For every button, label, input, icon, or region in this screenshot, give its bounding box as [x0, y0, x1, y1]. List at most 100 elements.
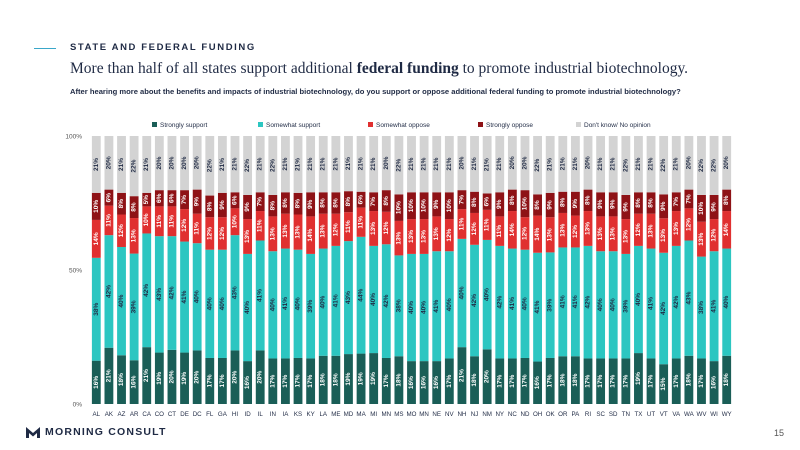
data-label: 18% [471, 373, 478, 386]
data-label: 16% [534, 376, 541, 389]
data-label: 18% [320, 373, 327, 386]
data-label: 40% [446, 298, 453, 311]
bar-segment [659, 194, 669, 219]
data-label: 20% [194, 370, 201, 383]
data-label: 17% [307, 374, 314, 387]
bar-segment [583, 211, 593, 246]
bar-segment [419, 361, 429, 404]
x-tick-label: NY [495, 411, 504, 418]
bar-segment [570, 247, 580, 357]
data-label: 43% [156, 288, 163, 301]
bar-segment [293, 136, 303, 193]
data-label: 40% [408, 301, 415, 314]
data-label: 39% [622, 299, 629, 312]
data-label: 43% [685, 291, 692, 304]
bar-segment [646, 213, 656, 249]
x-tick-label: AZ [118, 411, 126, 418]
data-label: 22% [244, 159, 251, 172]
bar-segment [697, 221, 706, 257]
data-label: 40% [610, 298, 617, 311]
data-label: 8% [534, 200, 541, 210]
data-label: 21% [496, 157, 503, 170]
legend-label: Don't know/ No opinion [584, 122, 651, 129]
bar-segment [545, 192, 555, 218]
bar-segment [545, 217, 555, 253]
data-label: 42% [585, 295, 592, 308]
data-label: 13% [585, 222, 592, 235]
data-label: 21% [282, 157, 289, 170]
bar-segment [495, 192, 505, 217]
bar-segment [520, 357, 530, 404]
data-label: 19% [156, 372, 163, 385]
bar-segment [583, 358, 593, 404]
data-label: 21% [446, 157, 453, 170]
x-tick-label: MD [344, 411, 354, 418]
data-label: 8% [471, 197, 478, 207]
x-tick-label: NJ [471, 411, 479, 418]
bar-segment [281, 213, 290, 249]
bar-segment [407, 192, 416, 220]
data-label: 19% [635, 372, 642, 385]
bar-segment [470, 212, 479, 245]
x-tick-label: MN [419, 411, 429, 418]
bar-segment [722, 248, 732, 356]
bar-segment [230, 136, 240, 193]
data-label: 13% [433, 227, 440, 240]
data-label: 21% [345, 157, 352, 170]
bar-segment [697, 358, 706, 404]
data-label: 17% [698, 374, 705, 387]
data-label: 12% [332, 223, 339, 236]
data-label: 17% [597, 374, 604, 387]
bar-segment [709, 361, 719, 404]
x-tick-label: HI [232, 411, 238, 418]
data-label: 42% [105, 285, 112, 298]
data-label: 20% [168, 370, 175, 383]
bar-segment [192, 350, 202, 404]
bar-segment [646, 248, 656, 359]
data-label: 13% [648, 224, 655, 237]
bar-segment [356, 207, 366, 237]
bar-segment [318, 136, 328, 193]
data-label: 21% [635, 157, 642, 170]
data-label: 20% [168, 156, 175, 169]
data-label: 13% [660, 229, 667, 242]
bar-segment [104, 347, 114, 404]
bar-segment [596, 136, 606, 193]
data-label: 13% [282, 224, 289, 237]
data-label: 9% [597, 199, 604, 209]
bar-segment [117, 192, 126, 215]
bar-segment [621, 358, 631, 404]
data-label: 9% [610, 199, 617, 209]
data-label: 11% [156, 215, 163, 228]
bar-segment [671, 211, 681, 246]
data-label: 13% [698, 232, 705, 245]
data-label: 13% [597, 227, 604, 240]
x-tick-label: WV [696, 411, 707, 418]
bar-segment [205, 217, 215, 250]
bar-segment [533, 361, 542, 404]
legend-swatch [576, 122, 581, 127]
bar-segment [596, 358, 606, 404]
data-label: 17% [206, 374, 213, 387]
bar-segment [608, 358, 618, 404]
data-label: 22% [622, 159, 629, 172]
bar-segment [608, 251, 618, 359]
data-label: 6% [156, 193, 163, 203]
x-tick-label: RI [585, 411, 591, 418]
data-label: 10% [395, 201, 402, 214]
x-tick-label: VT [660, 411, 668, 418]
bar-segment [104, 189, 114, 206]
data-label: 19% [370, 372, 377, 385]
bar-segment [369, 245, 379, 354]
bar-segment [608, 136, 618, 193]
bar-segment [558, 191, 568, 213]
x-tick-label: MN [381, 411, 391, 418]
data-label: 20% [685, 156, 692, 169]
data-label: 39% [307, 299, 314, 312]
bar-segment [558, 356, 568, 404]
x-tick-label: KY [307, 411, 315, 418]
bar-segment [444, 251, 454, 359]
bar-segment [722, 136, 732, 190]
data-label: 43% [231, 286, 238, 299]
bar-segment [117, 246, 126, 356]
